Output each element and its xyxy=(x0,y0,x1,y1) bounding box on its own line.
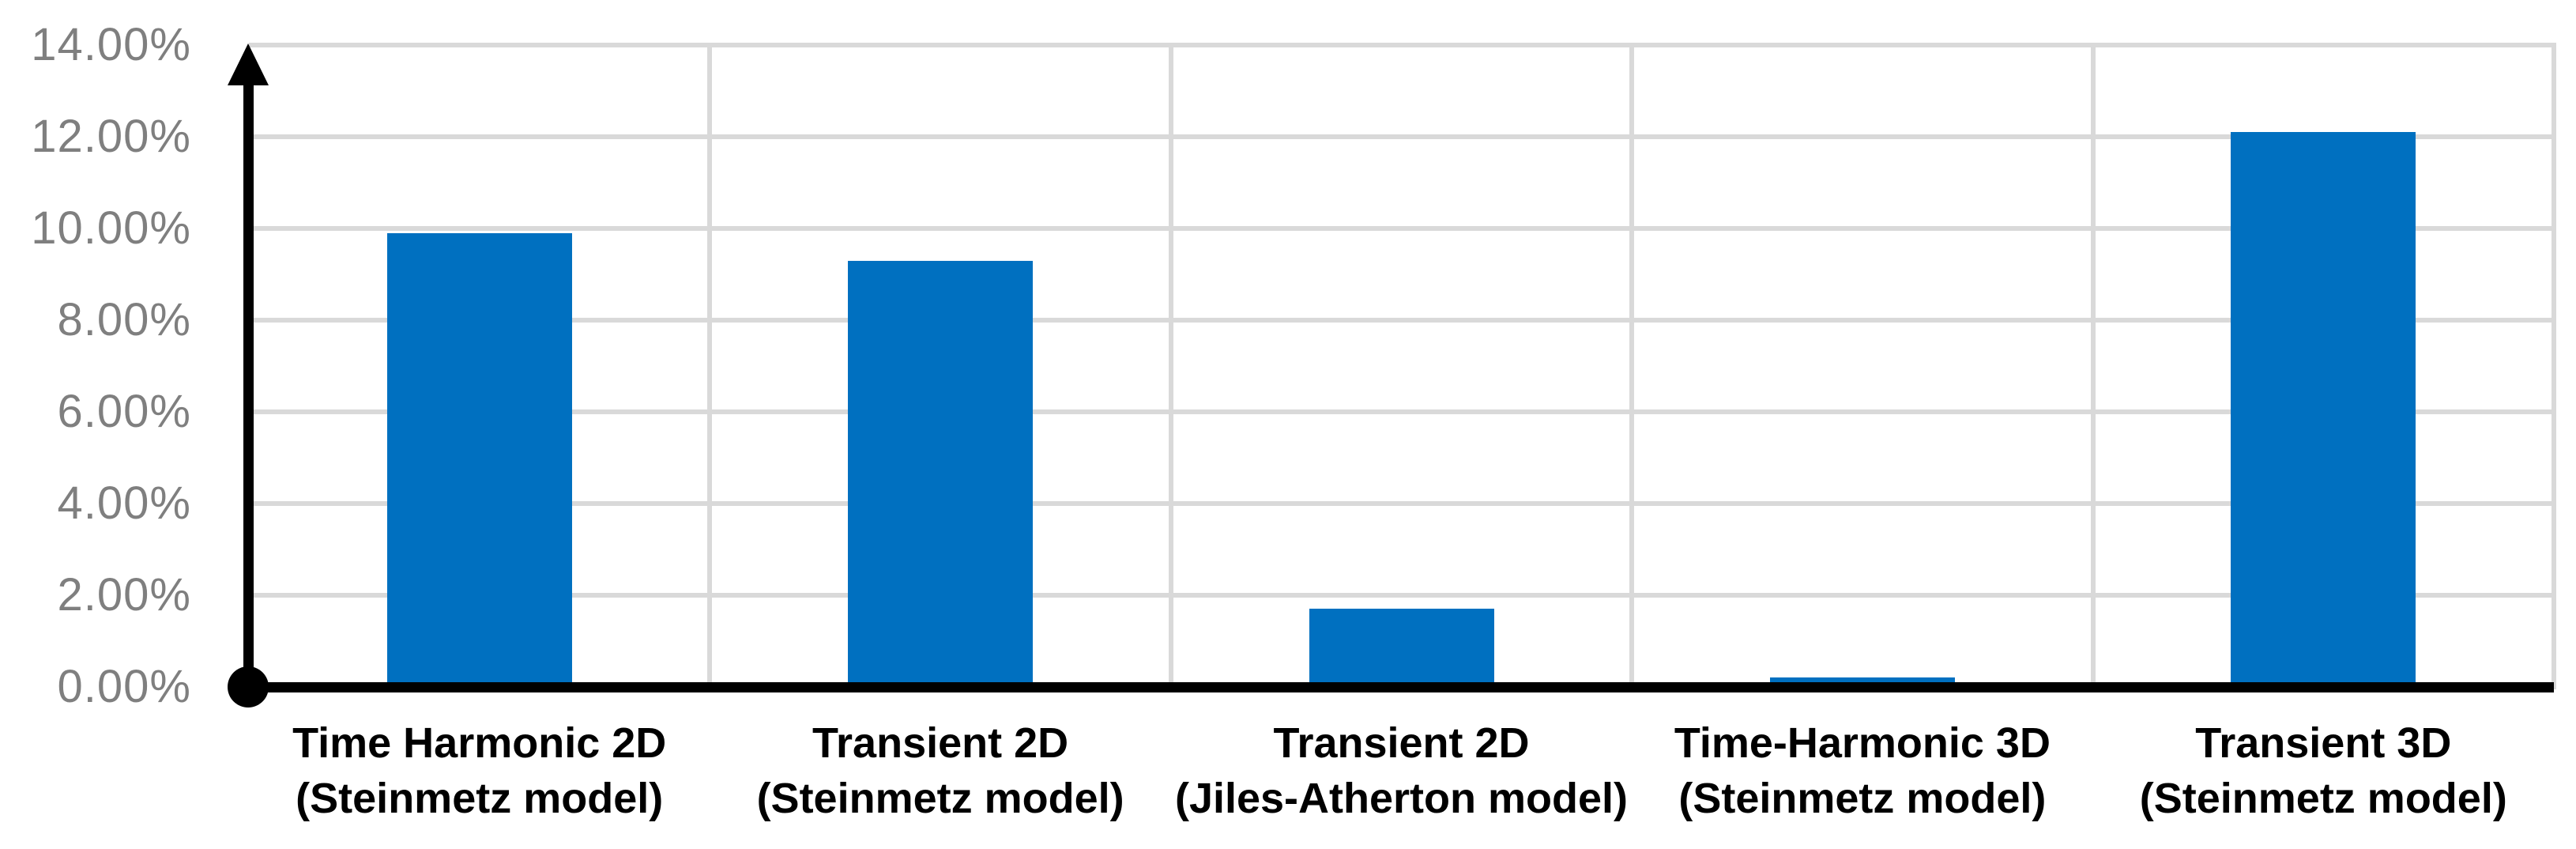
horizontal-gridline xyxy=(249,409,2556,414)
x-axis-line xyxy=(249,682,2554,692)
category-label-4: Time-Harmonic 3D (Steinmetz model) xyxy=(1632,715,2092,826)
category-label-line: (Steinmetz model) xyxy=(2139,775,2507,822)
y-axis-tick-label: 0.00% xyxy=(57,661,191,712)
y-axis-tick-label: 2.00% xyxy=(57,569,191,621)
category-label-line: (Steinmetz model) xyxy=(756,775,1124,822)
bar-3 xyxy=(1309,609,1494,687)
y-axis-tick-label: 4.00% xyxy=(57,477,191,529)
category-label-line: (Jiles-Atherton model) xyxy=(1174,775,1629,822)
vertical-gridline xyxy=(2090,45,2096,689)
vertical-gridline xyxy=(707,45,713,689)
y-axis-line xyxy=(243,75,254,687)
y-axis-tick-label: 6.00% xyxy=(57,386,191,437)
vertical-gridline xyxy=(1168,45,1173,689)
horizontal-gridline xyxy=(249,501,2556,506)
bar-1 xyxy=(386,232,572,687)
y-axis-tick-label: 14.00% xyxy=(31,19,191,70)
category-label-line: (Steinmetz model) xyxy=(1678,775,2047,822)
horizontal-gridline xyxy=(249,226,2556,231)
horizontal-gridline xyxy=(249,43,2556,47)
y-axis-tick-label: 8.00% xyxy=(57,294,191,345)
bar-5 xyxy=(2231,132,2416,687)
vertical-gridline xyxy=(1629,45,1635,689)
category-label-line: Transient 2D xyxy=(1273,719,1530,767)
category-label-line: Time-Harmonic 3D xyxy=(1674,719,2051,767)
vertical-gridline xyxy=(2552,45,2556,689)
y-axis-tick-label: 12.00% xyxy=(31,111,191,162)
category-label-line: Transient 2D xyxy=(812,719,1069,767)
horizontal-gridline xyxy=(249,134,2556,139)
category-label-3: Transient 2D (Jiles-Atherton model) xyxy=(1171,715,1632,826)
category-label-2: Transient 2D (Steinmetz model) xyxy=(710,715,1170,826)
category-label-5: Transient 3D (Steinmetz model) xyxy=(2093,715,2554,826)
horizontal-gridline xyxy=(249,593,2556,598)
category-label-1: Time Harmonic 2D (Steinmetz model) xyxy=(249,715,710,826)
category-label-line: Time Harmonic 2D xyxy=(292,719,667,767)
category-label-line: (Steinmetz model) xyxy=(296,775,664,822)
y-axis-tick-label: 10.00% xyxy=(31,202,191,254)
y-axis-arrowhead-icon xyxy=(228,43,269,85)
bar-2 xyxy=(848,260,1034,687)
category-label-line: Transient 3D xyxy=(2195,719,2452,767)
horizontal-gridline xyxy=(249,318,2556,323)
